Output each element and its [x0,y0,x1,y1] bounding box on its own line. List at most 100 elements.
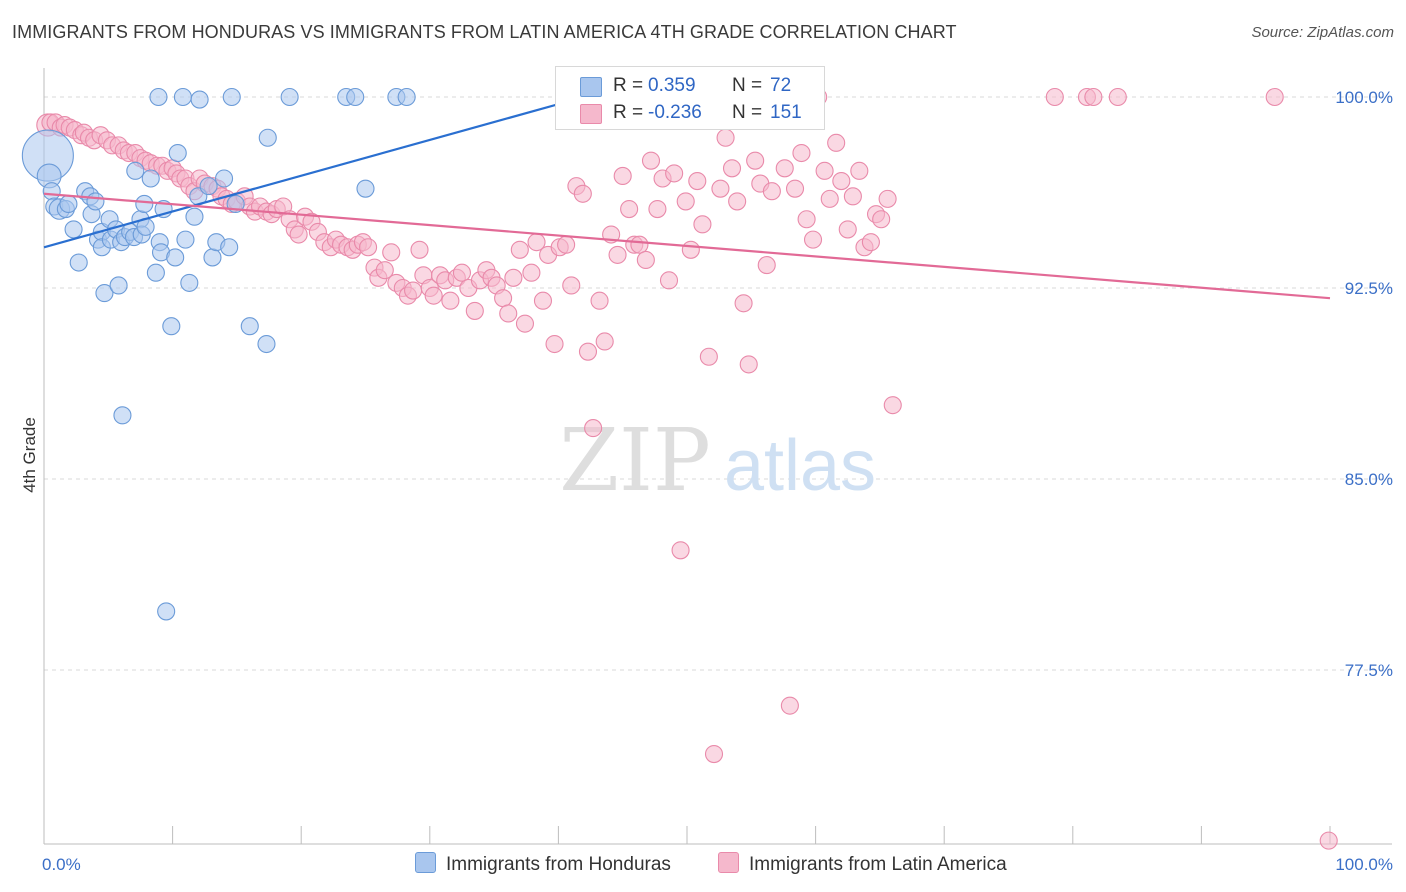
data-point [173,87,192,107]
data-point [676,192,695,211]
data-point [441,291,460,310]
trend-lines [43,95,1331,300]
y-tick-label: 85.0% [1345,470,1393,489]
data-point [699,347,718,366]
data-point [578,342,598,361]
data-point [499,304,518,323]
data-point [613,166,632,185]
data-point [820,189,839,208]
data-point [608,245,627,264]
data-point [533,291,553,310]
source-credit: Source: ZipAtlas.com [1251,24,1394,41]
legend-r-label: R = [613,75,644,96]
y-tick-label: 100.0% [1335,88,1393,107]
data-point [214,169,234,188]
data-point [162,317,181,336]
data-point [757,256,776,275]
data-point [878,189,897,208]
data-point [146,263,165,282]
data-point [95,284,114,303]
data-point [803,230,823,249]
data-point [665,164,684,183]
data-point [346,87,365,107]
data-point [573,184,592,203]
data-point [494,289,513,308]
legend-r-value: -0.236 [648,102,702,123]
data-point [722,159,742,178]
data-point [180,273,199,292]
watermark: ZIP atlas [559,411,876,511]
watermark-atlas: atlas [724,426,876,506]
legend-item-latin-america[interactable]: Immigrants from Latin America [718,852,1007,876]
data-point [693,215,712,234]
data-point [739,355,758,374]
data-point [545,334,564,354]
legend-swatch-latin-america [718,852,739,873]
data-point [1319,831,1338,850]
data-point [86,192,105,211]
data-point [746,151,765,170]
data-point [220,238,239,257]
data-point [1108,87,1127,107]
data-point [176,230,195,249]
data-point [465,301,484,320]
data-point [716,128,735,147]
data-point [109,276,128,295]
data-point [762,182,781,201]
data-point [190,90,209,109]
data-point [185,207,204,226]
data-point [59,194,78,214]
data-point [375,261,394,280]
legend-row-latin-america: R = -0.236 N = 151 [556,100,824,128]
data-point [780,696,799,715]
data-point [595,332,614,351]
data-point [452,263,472,282]
data-point [636,250,655,270]
data-point [69,253,88,272]
data-point [562,276,581,295]
data-point [199,177,218,196]
data-point [135,194,154,214]
legend-swatch-honduras [415,852,436,873]
legend-n-label: N = [732,75,763,96]
data-point [827,133,846,152]
data-point [1045,87,1064,107]
watermark-zip: ZIP [559,411,711,511]
legend-n-value: 151 [770,102,802,123]
legend-swatch-pink [580,104,602,124]
data-point [883,396,902,415]
x-tick-label: 100.0% [1335,855,1393,874]
data-point [641,151,661,170]
data-point [356,179,375,198]
data-point [861,233,880,252]
legend-item-honduras[interactable]: Immigrants from Honduras [415,852,671,876]
data-point [775,159,794,178]
data-point [590,291,609,310]
chart-title: IMMIGRANTS FROM HONDURAS VS IMMIGRANTS F… [12,22,957,42]
legend-swatch-blue [580,77,602,97]
data-point [832,171,851,191]
data-point [289,225,308,244]
data-point [126,161,145,180]
legend-r-label: R = [613,102,644,123]
data-point [522,263,541,282]
data-point [1084,87,1103,107]
data-point [222,87,241,107]
legend-r-value: 0.359 [648,75,696,96]
y-axis-label: 4th Grade [20,417,39,493]
data-point [382,243,401,262]
data-point [168,143,187,163]
data-point [584,419,603,438]
data-point [711,179,730,198]
legend-n-label: N = [732,102,763,123]
y-tick-label: 77.5% [1345,661,1393,680]
data-point [424,286,443,305]
data-point [149,87,168,107]
data-point [257,334,276,354]
data-point [728,192,747,211]
data-point [157,602,176,621]
data-point [850,161,869,180]
data-point [515,314,535,333]
data-point [648,200,667,219]
